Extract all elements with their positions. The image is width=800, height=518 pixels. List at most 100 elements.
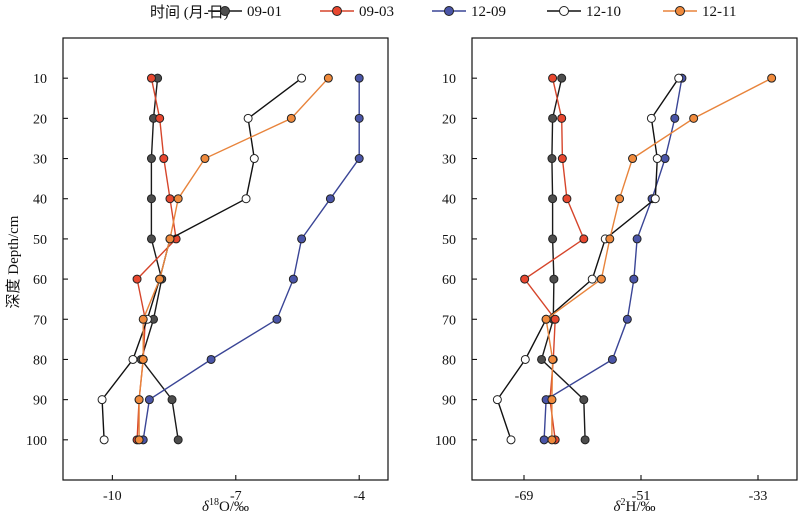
data-point [547, 435, 557, 445]
data-point [206, 354, 216, 364]
x-tick-label: -51 [632, 489, 651, 504]
plot-frame [62, 37, 389, 481]
data-point [146, 234, 156, 244]
x-tick-label: -4 [353, 489, 365, 504]
y-tick-label: 50 [33, 233, 47, 248]
data-point [541, 314, 551, 324]
data-point [272, 314, 282, 324]
data-point [670, 113, 680, 123]
data-point [492, 395, 502, 405]
data-point [138, 314, 148, 324]
data-point [539, 435, 549, 445]
data-point [550, 314, 560, 324]
data-point [128, 354, 138, 364]
data-point [354, 154, 364, 164]
y-tick-label: 70 [442, 313, 456, 328]
data-point [548, 194, 558, 204]
y-axis-label: 深度 Depth/cm [5, 215, 22, 308]
x-tick-label: -7 [230, 489, 242, 504]
legend-item-09-03: 09-03 [320, 4, 394, 20]
x-tick-label: -10 [103, 489, 122, 504]
series-09-03 [520, 73, 589, 445]
series-09-01 [136, 73, 183, 445]
data-point [587, 274, 597, 284]
panel-delta-18O: 10 20 30 40 50 60 70 80 90 100 -10 -7 -4 δ18O/‰ [26, 37, 389, 515]
y-tick-label: 100 [26, 434, 47, 449]
series-12-11 [541, 73, 777, 445]
legend-marker [444, 6, 454, 16]
data-point [557, 73, 567, 83]
y-tick-label: 40 [442, 193, 456, 208]
series-line [142, 78, 360, 440]
x-tick-label: -69 [515, 489, 534, 504]
data-point [547, 154, 557, 164]
x-axis-label: δ18O/‰ [202, 497, 249, 515]
data-point [767, 73, 777, 83]
legend-marker [675, 6, 685, 16]
data-point [146, 194, 156, 204]
data-point [646, 113, 656, 123]
data-point [297, 73, 307, 83]
data-point [650, 194, 660, 204]
data-point [159, 154, 169, 164]
data-point [241, 194, 251, 204]
y-tick-label: 60 [442, 273, 456, 288]
series-12-10 [97, 73, 307, 445]
x-axis-label: δ2H/‰ [614, 497, 656, 515]
series-line [543, 78, 683, 440]
data-point [579, 234, 589, 244]
series-line [496, 77, 680, 441]
y-tick-label: 90 [442, 394, 456, 409]
data-point [323, 73, 333, 83]
data-point [354, 113, 364, 123]
data-point [173, 194, 183, 204]
series-12-10 [492, 73, 684, 445]
series-line [138, 77, 329, 440]
series-line [140, 78, 179, 440]
data-point [580, 435, 590, 445]
data-point [562, 194, 572, 204]
data-point [557, 113, 567, 123]
legend-item-09-01: 09-01 [208, 4, 282, 20]
legend: 时间 (月-日) 09-01 09-03 12-09 12-10 12-11 [150, 4, 736, 21]
data-point [548, 354, 558, 364]
data-point [548, 234, 558, 244]
data-point [325, 194, 335, 204]
y-tick-label: 30 [442, 153, 456, 168]
legend-marker [559, 6, 569, 16]
y-tick-label: 90 [33, 394, 47, 409]
data-point [297, 234, 307, 244]
legend-label: 09-01 [247, 4, 282, 20]
y-tick-label: 60 [33, 273, 47, 288]
series-line [540, 78, 586, 440]
data-point [165, 234, 175, 244]
legend-title: 时间 (月-日) [150, 4, 229, 21]
data-point [506, 435, 516, 445]
series-line [545, 77, 773, 440]
data-point [605, 234, 615, 244]
data-point [557, 154, 567, 164]
legend-label: 12-10 [586, 4, 621, 20]
y-tick-label: 30 [33, 153, 47, 168]
data-point [689, 113, 699, 123]
legend-item-12-11: 12-11 [663, 4, 736, 20]
data-point [132, 274, 142, 284]
y-tick-label: 80 [33, 353, 47, 368]
legend-marker [332, 6, 342, 16]
data-point [134, 435, 144, 445]
y-tick-label: 80 [442, 353, 456, 368]
x-tick-label: -33 [749, 489, 768, 504]
data-point [674, 73, 684, 83]
y-tick-label: 20 [442, 112, 456, 127]
data-point [200, 154, 210, 164]
data-point [632, 234, 642, 244]
y-tick-label: 70 [33, 313, 47, 328]
data-point [660, 154, 670, 164]
data-point [173, 435, 183, 445]
legend-item-12-09: 12-09 [432, 4, 506, 20]
y-tick-label: 20 [33, 112, 47, 127]
plot-frame [471, 37, 798, 481]
data-point [629, 274, 639, 284]
data-point [144, 395, 154, 405]
